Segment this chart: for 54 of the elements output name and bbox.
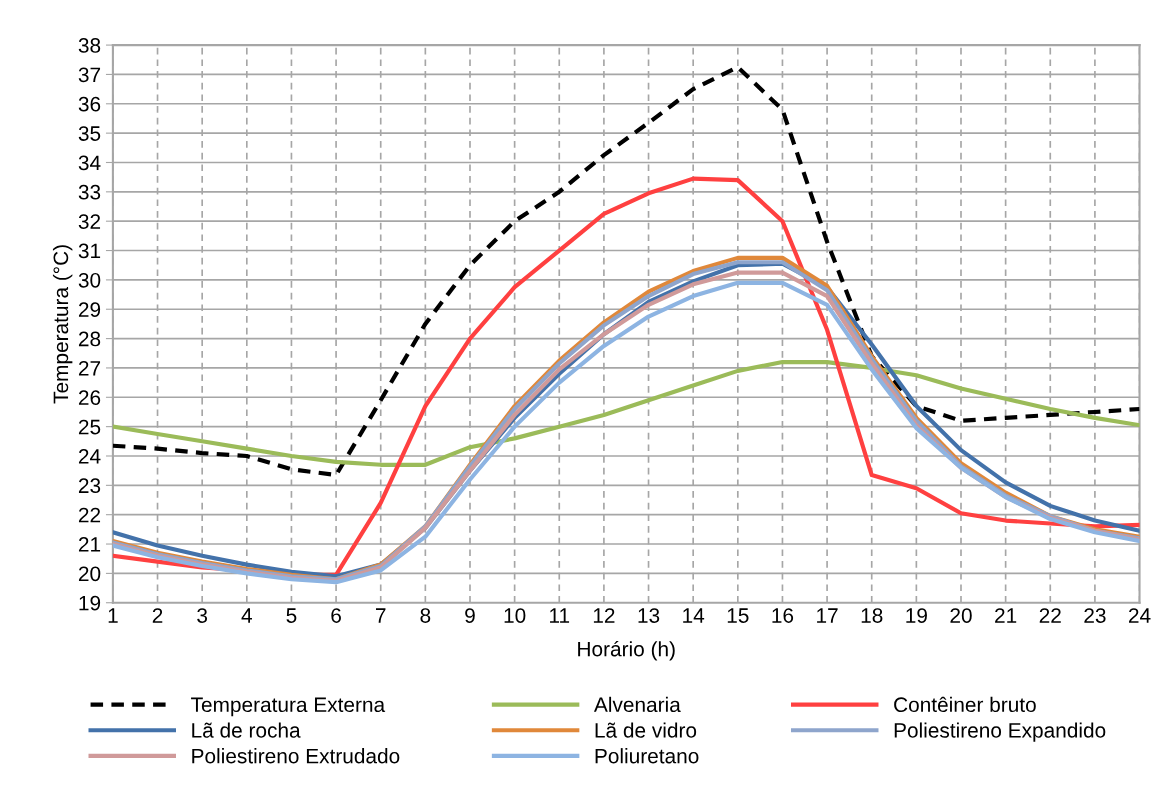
legend-label: Contêiner bruto	[894, 696, 1036, 713]
x-tick-label: 9	[465, 608, 475, 623]
legend-label: Lã de rocha	[192, 722, 301, 738]
x-tick-label: 19	[906, 608, 927, 623]
x-tick-label: 20	[950, 608, 972, 623]
x-tick-label: 6	[331, 608, 341, 623]
x-tick-label: 13	[638, 608, 660, 623]
x-tick-label: 8	[420, 608, 431, 623]
y-tick-label: 37	[78, 67, 101, 83]
x-tick-label: 10	[504, 608, 526, 623]
y-tick-label: 24	[78, 448, 101, 464]
x-tick-label: 11	[550, 608, 570, 623]
x-tick-label: 17	[817, 608, 838, 623]
x-tick-label: 24	[1129, 608, 1151, 623]
y-tick-label: 32	[78, 214, 101, 229]
x-tick-label: 16	[772, 608, 794, 623]
x-tick-label: 14	[683, 608, 705, 623]
legend-label: Poliuretano	[595, 748, 699, 764]
legend-label: Lã de vidro	[595, 722, 697, 738]
y-tick-label: 27	[78, 360, 101, 376]
y-tick-label: 26	[78, 390, 101, 406]
y-tick-label: 35	[78, 126, 101, 141]
x-tick-label: 21	[995, 608, 1017, 623]
x-tick-label: 7	[375, 608, 386, 623]
y-tick-label: 29	[78, 302, 101, 317]
legend-label: Temperatura Externa	[191, 697, 386, 717]
y-tick-label: 30	[78, 272, 101, 288]
x-tick-label: 5	[286, 608, 297, 623]
y-tick-label: 38	[78, 38, 101, 53]
y-tick-label: 21	[78, 537, 101, 552]
y-tick-label: 31	[78, 243, 101, 259]
x-tick-label: 2	[152, 608, 163, 623]
y-axis-title: Temperatura (°C)	[52, 245, 73, 404]
x-tick-label: 23	[1084, 608, 1106, 623]
y-tick-label: 36	[78, 96, 101, 112]
legend-label: Alvenaria	[593, 696, 681, 713]
x-tick-label: 12	[593, 608, 615, 623]
y-tick-label: 23	[78, 478, 101, 494]
x-tick-label: 15	[727, 608, 749, 623]
y-tick-label: 34	[78, 155, 101, 171]
y-tick-label: 20	[78, 566, 101, 582]
x-tick-label: 1	[108, 608, 118, 623]
x-axis-title: Horário (h)	[578, 640, 675, 661]
y-tick-label: 33	[78, 184, 101, 200]
legend-label: Poliestireno Extrudado	[192, 748, 400, 764]
y-tick-label: 22	[78, 507, 101, 523]
legend-label: Poliestireno Expandido	[894, 722, 1106, 742]
x-tick-label: 22	[1039, 608, 1061, 623]
y-tick-label: 19	[79, 595, 101, 611]
y-tick-label: 25	[78, 419, 101, 435]
x-tick-label: 18	[861, 608, 883, 623]
x-tick-label: 3	[197, 608, 208, 623]
x-tick-label: 4	[241, 608, 252, 623]
y-tick-label: 28	[78, 331, 101, 347]
